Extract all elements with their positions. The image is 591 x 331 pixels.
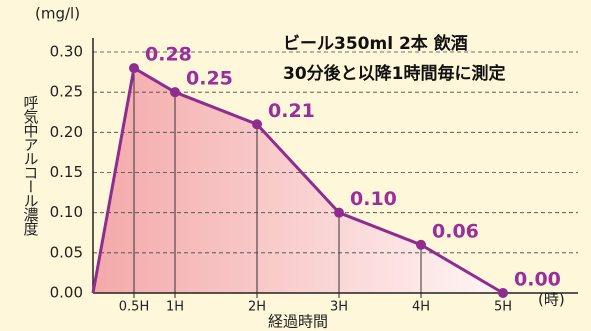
y-tick-label: 0.10: [50, 203, 83, 221]
y-tick-label: 0.00: [50, 284, 83, 302]
annotation: 30分後と以降1時間毎に測定: [283, 63, 506, 84]
x-unit: (時): [538, 291, 565, 309]
point: [252, 119, 262, 130]
y-unit: (mg/l): [35, 5, 80, 23]
point: [498, 288, 508, 298]
point: [170, 87, 180, 98]
point: [129, 63, 139, 74]
value-label: 0.06: [432, 220, 479, 242]
x-tick-label: 5H: [494, 300, 512, 315]
area: [93, 68, 503, 293]
point: [334, 207, 344, 218]
y-tick-label: 0.15: [50, 163, 83, 181]
y-tick-label: 0.05: [50, 243, 83, 261]
value-label: 0.21: [268, 100, 315, 122]
point: [416, 239, 426, 250]
value-label: 0.25: [186, 68, 233, 90]
x-tick-label: 1H: [166, 300, 184, 315]
value-label: 0.00: [514, 269, 561, 291]
annotation: ビール350ml 2本 飲酒: [283, 33, 468, 54]
y-axis-title: 呼気中アルコール濃度: [22, 95, 40, 236]
value-label: 0.28: [145, 44, 192, 66]
y-tick-label: 0.20: [50, 123, 83, 141]
x-tick-label: 4H: [412, 300, 430, 315]
x-tick-label: 3H: [330, 300, 348, 315]
x-tick-label: 0.5H: [119, 300, 149, 315]
y-tick-label: 0.30: [50, 43, 83, 61]
x-tick-label: 2H: [248, 300, 266, 315]
y-tick-label: 0.25: [50, 83, 83, 101]
x-axis-title: 経過時間: [268, 313, 328, 331]
value-label: 0.10: [350, 188, 397, 210]
